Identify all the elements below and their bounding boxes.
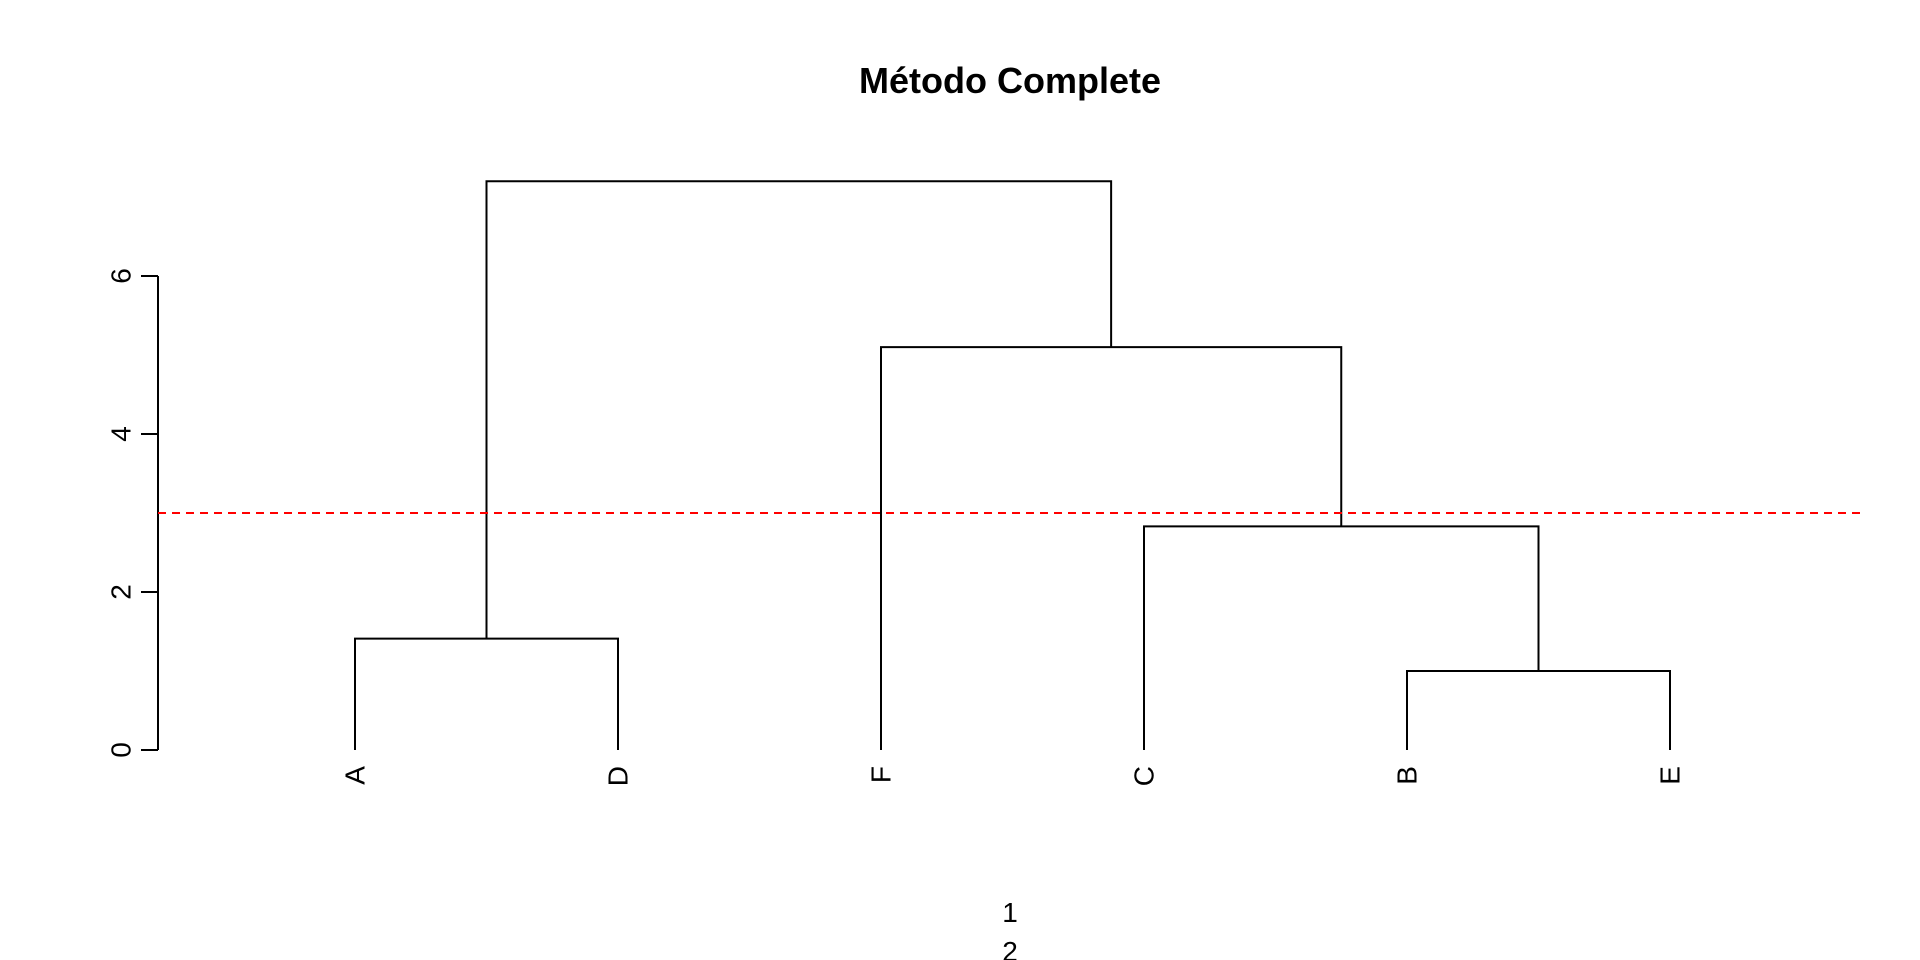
dendrogram-branches bbox=[354, 180, 1671, 750]
leaf-label-d: D bbox=[603, 766, 634, 786]
leaf-label-c: C bbox=[1129, 766, 1160, 786]
y-tick-label: 2 bbox=[106, 584, 137, 600]
x-label-line-1: 1 bbox=[1002, 897, 1018, 928]
y-tick-label: 4 bbox=[106, 426, 137, 442]
branch-merge-4 bbox=[880, 346, 1343, 750]
chart-title: Método Complete bbox=[859, 60, 1161, 101]
branch-merge-1 bbox=[1406, 670, 1671, 750]
branch-merge-2 bbox=[354, 637, 619, 750]
x-label-line-2: 2 bbox=[1002, 936, 1018, 960]
y-tick-label: 6 bbox=[106, 268, 137, 284]
y-axis: 0 2 4 6 bbox=[106, 268, 159, 758]
y-tick-label: 0 bbox=[106, 742, 137, 758]
leaf-label-b: B bbox=[1392, 766, 1423, 785]
branch-merge-3 bbox=[1143, 525, 1540, 750]
leaf-label-e: E bbox=[1655, 766, 1686, 785]
leaf-label-a: A bbox=[340, 766, 371, 785]
leaf-label-f: F bbox=[866, 766, 897, 783]
branch-merge-5 bbox=[485, 180, 1113, 639]
